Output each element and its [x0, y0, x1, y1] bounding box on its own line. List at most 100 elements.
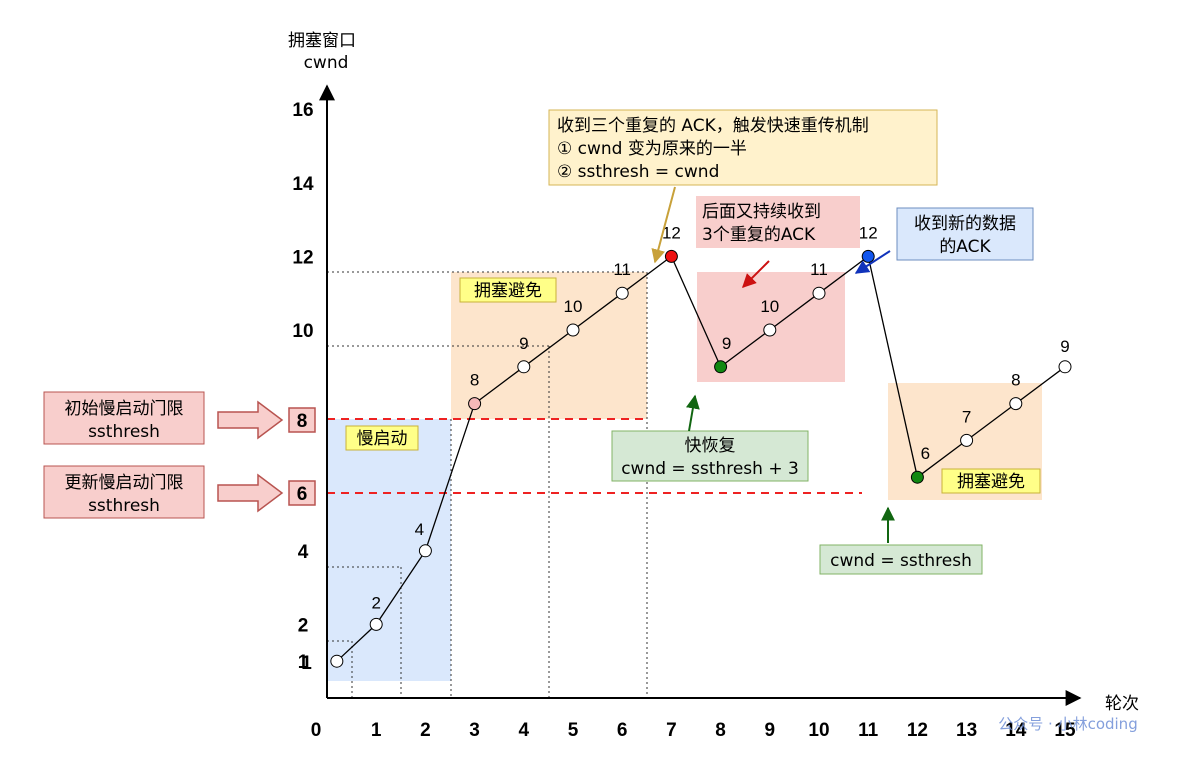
new-ack-note: [896, 207, 1034, 261]
updated-ssthresh-arrow: [217, 473, 284, 513]
avoid-tag-1-label: 拥塞避免: [474, 281, 542, 301]
x-tick-label: 12: [907, 720, 928, 741]
avoid-tag-1: [459, 277, 557, 303]
new-ack-arrow: [854, 250, 891, 274]
threshold-box-6-label: 6: [297, 484, 308, 505]
initial-ssthresh-label-2: ssthresh: [88, 422, 160, 442]
initial-ssthresh-arrow: [217, 400, 284, 440]
guide-lines: [327, 271, 648, 698]
data-point-label: 7: [962, 407, 971, 426]
x-tick-label: 15: [1054, 720, 1076, 741]
updated-ssthresh-label-2: ssthresh: [88, 496, 160, 516]
continue-dup-line-1: 后面又持续收到: [702, 202, 821, 222]
fast-recovery-line-1: 快恢复: [685, 436, 736, 456]
data-point: [566, 323, 580, 337]
initial-ssthresh-box: [43, 391, 205, 445]
data-point-label: 11: [810, 260, 828, 279]
data-point: [664, 249, 678, 263]
x-tick-label: 10: [808, 720, 829, 741]
x-tick-label: 7: [666, 720, 677, 741]
triple-ack-line-2: ① cwnd 变为原来的一半: [557, 139, 747, 159]
x-tick-label: 9: [765, 720, 776, 741]
y-tick-label: 12: [292, 247, 313, 268]
data-point: [615, 286, 629, 300]
continue-dup-arrow: [742, 260, 770, 288]
y-tick-label: 14: [292, 174, 314, 195]
data-point: [812, 286, 826, 300]
continue-dup-note: [696, 196, 860, 248]
y-axis-label-1: 拥塞窗口: [288, 31, 356, 51]
x-tick-label: 5: [568, 720, 579, 741]
triple-ack-line-3: ② ssthresh = cwnd: [557, 162, 719, 182]
data-point: [468, 397, 482, 411]
data-point-label: 12: [662, 223, 681, 242]
triple-ack-arrow: [651, 186, 676, 264]
data-point-label: 4: [415, 520, 424, 539]
data-point: [763, 323, 777, 337]
fast-recovery-line-2: cwnd = ssthresh + 3: [621, 459, 799, 479]
fast-recovery-arrow: [685, 394, 700, 432]
threshold-box-8: [288, 407, 316, 433]
data-point-label: 10: [564, 297, 583, 316]
x-tick-label: 11: [858, 720, 879, 741]
x-tick-label: 1: [371, 720, 382, 741]
triple-ack-note: [548, 109, 938, 186]
x-tick-label: 2: [420, 720, 431, 741]
data-point: [960, 433, 974, 447]
x-axis-label: 轮次: [1105, 694, 1139, 714]
data-point-label: 9: [722, 334, 731, 353]
slow-start-region: [327, 419, 451, 681]
cwnd-eq-note: [819, 544, 983, 575]
triple-ack-line-1: 收到三个重复的 ACK，触发快速重传机制: [557, 116, 869, 136]
data-point: [1009, 397, 1023, 411]
data-point-label: 9: [519, 334, 528, 353]
data-point: [418, 544, 432, 558]
data-point-label: 2: [371, 593, 380, 612]
data-point-label: 12: [859, 223, 878, 242]
x-tick-label: 8: [715, 720, 726, 741]
y-tick-label: 16: [292, 100, 313, 121]
x-tick-label: 6: [617, 720, 628, 741]
y-tick-label: 4: [298, 542, 309, 563]
x-tick-label: 3: [469, 720, 480, 741]
x-tick-label: 14: [1005, 720, 1027, 741]
data-point-label: 1: [301, 653, 312, 674]
initial-ssthresh-label-1: 初始慢启动门限: [65, 398, 184, 419]
y-tick-label: 10: [292, 321, 313, 342]
avoid-tag-2: [941, 468, 1041, 494]
new-ack-line-2: 的ACK: [939, 237, 991, 257]
data-point-label: 6: [921, 444, 930, 463]
x-tick-label: 0: [311, 720, 322, 741]
new-ack-line-1: 收到新的数据: [914, 214, 1016, 234]
threshold-box-6: [288, 480, 316, 506]
y-tick-label: 2: [298, 615, 309, 636]
data-point-label: 8: [470, 371, 479, 390]
threshold-box-8-label: 8: [297, 411, 308, 432]
slow-start-tag-label: 慢启动: [357, 428, 408, 449]
watermark: 公众号 · 小林coding: [998, 715, 1137, 733]
data-point: [861, 249, 875, 263]
data-point-label: 9: [1060, 337, 1069, 356]
y-axis-label-2: cwnd: [304, 53, 349, 73]
continue-dup-line-2: 3个重复的ACK: [702, 225, 816, 245]
x-tick-label: 4: [519, 720, 530, 741]
data-point-label: 11: [613, 260, 631, 279]
fast-recovery-note: [611, 430, 809, 482]
cwnd-line: [336, 255, 1066, 662]
updated-ssthresh-label-1: 更新慢启动门限: [65, 472, 184, 493]
data-point: [714, 360, 728, 374]
x-tick-label: 13: [956, 720, 977, 741]
data-point: [910, 470, 924, 484]
updated-ssthresh-box: [43, 465, 205, 519]
slow-start-tag: [345, 425, 419, 451]
data-point-label: 10: [760, 297, 779, 316]
y-tick-label: 1: [298, 652, 309, 673]
data-point-label: 8: [1011, 371, 1020, 390]
data-point: [517, 360, 531, 374]
cwnd-eq-label: cwnd = ssthresh: [830, 551, 972, 571]
avoid-tag-2-label: 拥塞避免: [957, 472, 1025, 492]
data-point: [330, 654, 344, 668]
data-point: [369, 617, 383, 631]
data-point: [1058, 360, 1072, 374]
